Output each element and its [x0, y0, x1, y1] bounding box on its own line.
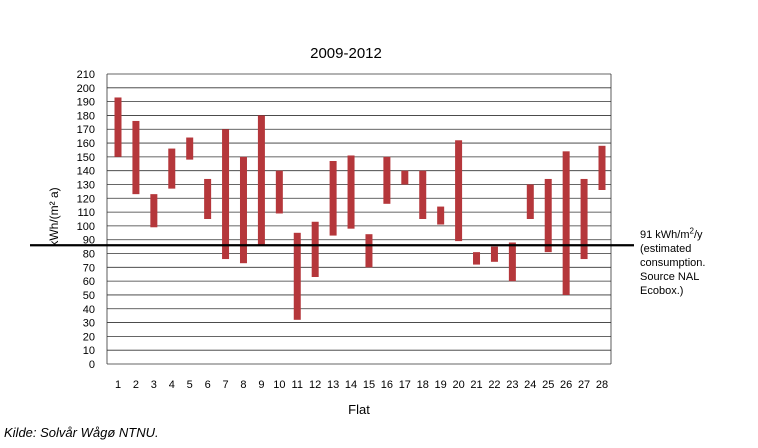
chart-title: 2009-2012: [310, 45, 382, 62]
range-bar: [383, 156, 391, 204]
y-tick-label: 140: [77, 166, 95, 178]
y-tick-label: 0: [89, 359, 95, 371]
y-tick-label: 110: [77, 207, 95, 219]
range-bar: [544, 178, 552, 253]
x-tick-label: 3: [151, 379, 157, 391]
y-tick-label: 100: [77, 221, 95, 233]
x-tick-label: 6: [205, 379, 211, 391]
x-tick-label: 26: [560, 379, 572, 391]
reference-note-line-2: consumption.: [640, 257, 706, 269]
x-tick-label: 12: [309, 379, 321, 391]
y-tick-label: 160: [77, 138, 95, 150]
y-tick-label: 40: [83, 304, 95, 316]
range-bar: [598, 145, 606, 190]
range-bar: [562, 151, 570, 295]
x-axis-label: Flat: [348, 402, 370, 417]
x-tick-label: 28: [596, 379, 608, 391]
x-tick-label: 2: [133, 379, 139, 391]
range-bar: [419, 170, 427, 219]
range-bar: [293, 232, 301, 320]
range-bar: [275, 170, 283, 214]
x-tick-label: 11: [292, 379, 303, 391]
range-bar: [526, 184, 534, 219]
y-axis-label: kWh/(m² a): [47, 187, 61, 246]
reference-note-line-1: (estimated: [640, 243, 692, 255]
y-tick-label: 90: [83, 235, 95, 247]
x-tick-label: 15: [363, 379, 375, 391]
x-tick-label: 18: [417, 379, 429, 391]
range-bar: [437, 206, 445, 225]
range-bar: [508, 242, 516, 282]
y-tick-label: 130: [77, 179, 95, 191]
y-tick-label: 190: [77, 97, 95, 109]
y-tick-label: 30: [83, 318, 95, 330]
range-bar: [186, 137, 194, 160]
range-bar: [365, 234, 373, 268]
x-tick-label: 10: [273, 379, 285, 391]
y-tick-label: 180: [77, 110, 95, 122]
range-bars: [114, 97, 606, 320]
x-tick-label: 23: [506, 379, 518, 391]
reference-note-line-3: Source NAL: [640, 271, 700, 283]
x-tick-label: 13: [327, 379, 339, 391]
y-tick-label: 50: [83, 290, 95, 302]
range-bar: [347, 155, 355, 229]
y-tick-label: 10: [83, 345, 95, 357]
x-tick-label: 5: [187, 379, 193, 391]
x-tick-label: 8: [240, 379, 246, 391]
range-bar: [401, 170, 409, 185]
y-tick-label: 120: [77, 193, 95, 205]
x-tick-label: 4: [169, 379, 175, 391]
range-bar: [132, 120, 140, 195]
y-tick-label: 20: [83, 331, 95, 343]
x-tick-label: 27: [578, 379, 590, 391]
range-bar: [473, 252, 481, 265]
range-bar: [311, 221, 319, 277]
range-bar: [204, 178, 212, 219]
reference-line-label: 91 kWh/m2/y: [640, 226, 703, 241]
x-tick-label: 20: [452, 379, 464, 391]
x-tick-label: 19: [435, 379, 447, 391]
x-tick-labels: 1 2 3 4 5 6 7 8 9 10 11 12 13 14 15 16 17 18 19 20 21 22 23 24 2…: [115, 379, 608, 391]
x-tick-label: 7: [222, 379, 228, 391]
y-tick-labels: 0102030405060708090100110120130140150160…: [77, 69, 95, 371]
y-tick-label: 210: [77, 69, 95, 81]
x-tick-label: 14: [345, 379, 357, 391]
x-tick-label: 21: [470, 379, 482, 391]
y-tick-label: 70: [83, 262, 95, 274]
y-tick-label: 170: [77, 124, 95, 136]
y-tick-label: 60: [83, 276, 95, 288]
range-bar: [329, 161, 337, 236]
x-tick-label: 25: [542, 379, 554, 391]
y-tick-label: 200: [77, 83, 95, 95]
range-bar: [114, 97, 122, 157]
range-bar: [150, 194, 158, 228]
reference-note-line-4: Ecobox.): [640, 285, 684, 297]
y-tick-label: 150: [77, 152, 95, 164]
y-tick-label: 80: [83, 249, 95, 261]
gridlines: [106, 73, 612, 365]
range-bar: [257, 115, 265, 246]
x-tick-label: 17: [399, 379, 411, 391]
range-bar: [168, 148, 176, 189]
range-bar: [222, 129, 230, 260]
range-bar: [490, 246, 498, 262]
x-tick-label: 1: [115, 379, 121, 391]
range-bar: [580, 178, 588, 260]
x-tick-label: 22: [488, 379, 500, 391]
x-tick-label: 16: [381, 379, 393, 391]
x-tick-label: 24: [524, 379, 536, 391]
source-note: Kilde: Solvår Wågø NTNU.: [4, 425, 159, 440]
range-bar: [455, 140, 463, 242]
range-bar: [239, 156, 247, 264]
x-tick-label: 9: [258, 379, 264, 391]
reference-line-annotation: 91 kWh/m2/y (estimated consumption. Sour…: [640, 226, 706, 298]
